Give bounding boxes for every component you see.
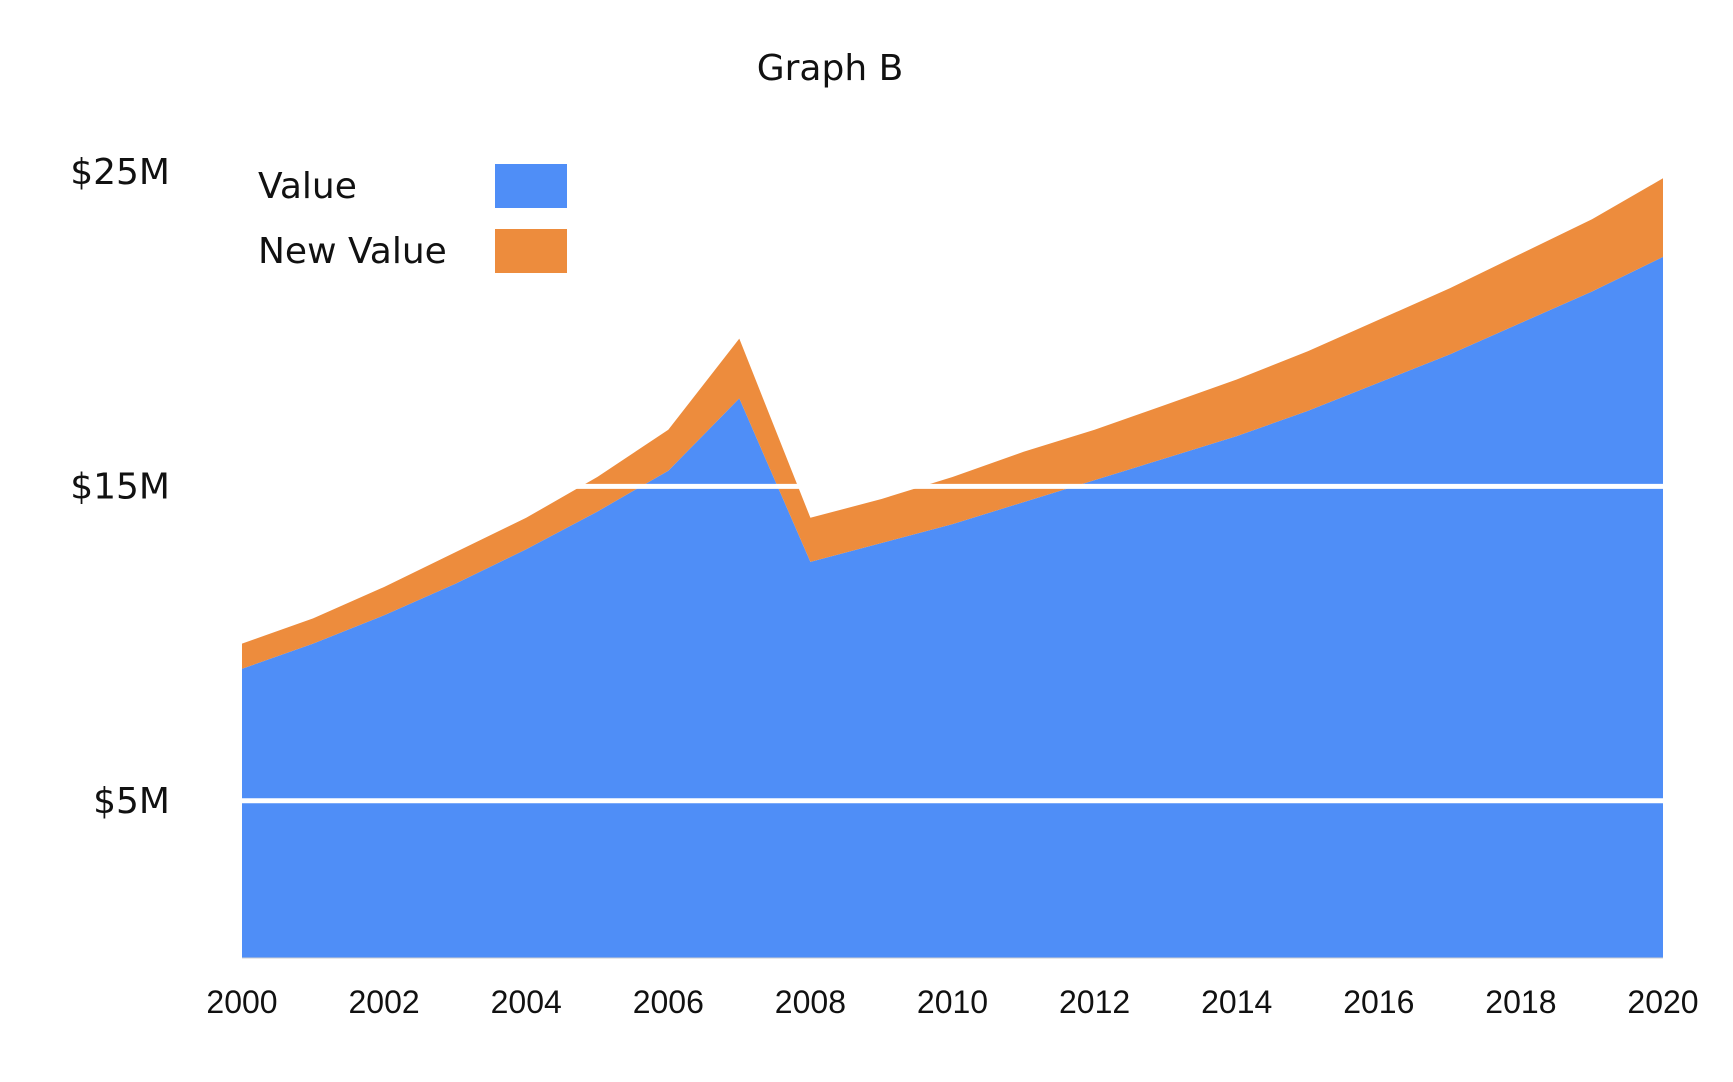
x-tick-label: 2018 bbox=[1485, 984, 1556, 1020]
x-tick-label: 2006 bbox=[633, 984, 704, 1020]
x-tick-label: 2012 bbox=[1059, 984, 1130, 1020]
x-axis-ticks: 2000 2002 2004 2006 2008 2010 2012 2014 2016 2018… bbox=[206, 984, 1698, 1020]
x-tick-label: 2020 bbox=[1627, 984, 1698, 1020]
legend-label: Value bbox=[258, 166, 357, 207]
y-tick-label: $15M bbox=[70, 466, 170, 507]
legend-label: New Value bbox=[258, 231, 447, 272]
chart-title: Graph B bbox=[757, 48, 904, 89]
x-tick-label: 2000 bbox=[206, 984, 277, 1020]
legend-swatch bbox=[495, 164, 567, 208]
x-tick-label: 2004 bbox=[491, 984, 562, 1020]
area-series-value bbox=[242, 256, 1663, 958]
plot-area bbox=[242, 178, 1663, 958]
x-tick-label: 2014 bbox=[1201, 984, 1272, 1020]
y-tick-label: $25M bbox=[70, 152, 170, 193]
y-tick-label: $5M bbox=[93, 781, 170, 822]
legend: Value New Value bbox=[258, 164, 567, 273]
legend-swatch bbox=[495, 229, 567, 273]
y-axis-ticks: $5M $15M $25M bbox=[70, 152, 170, 822]
x-tick-label: 2016 bbox=[1343, 984, 1414, 1020]
gridlines bbox=[242, 169, 1663, 959]
x-tick-label: 2008 bbox=[775, 984, 846, 1020]
x-tick-label: 2010 bbox=[917, 984, 988, 1020]
x-tick-label: 2002 bbox=[349, 984, 420, 1020]
